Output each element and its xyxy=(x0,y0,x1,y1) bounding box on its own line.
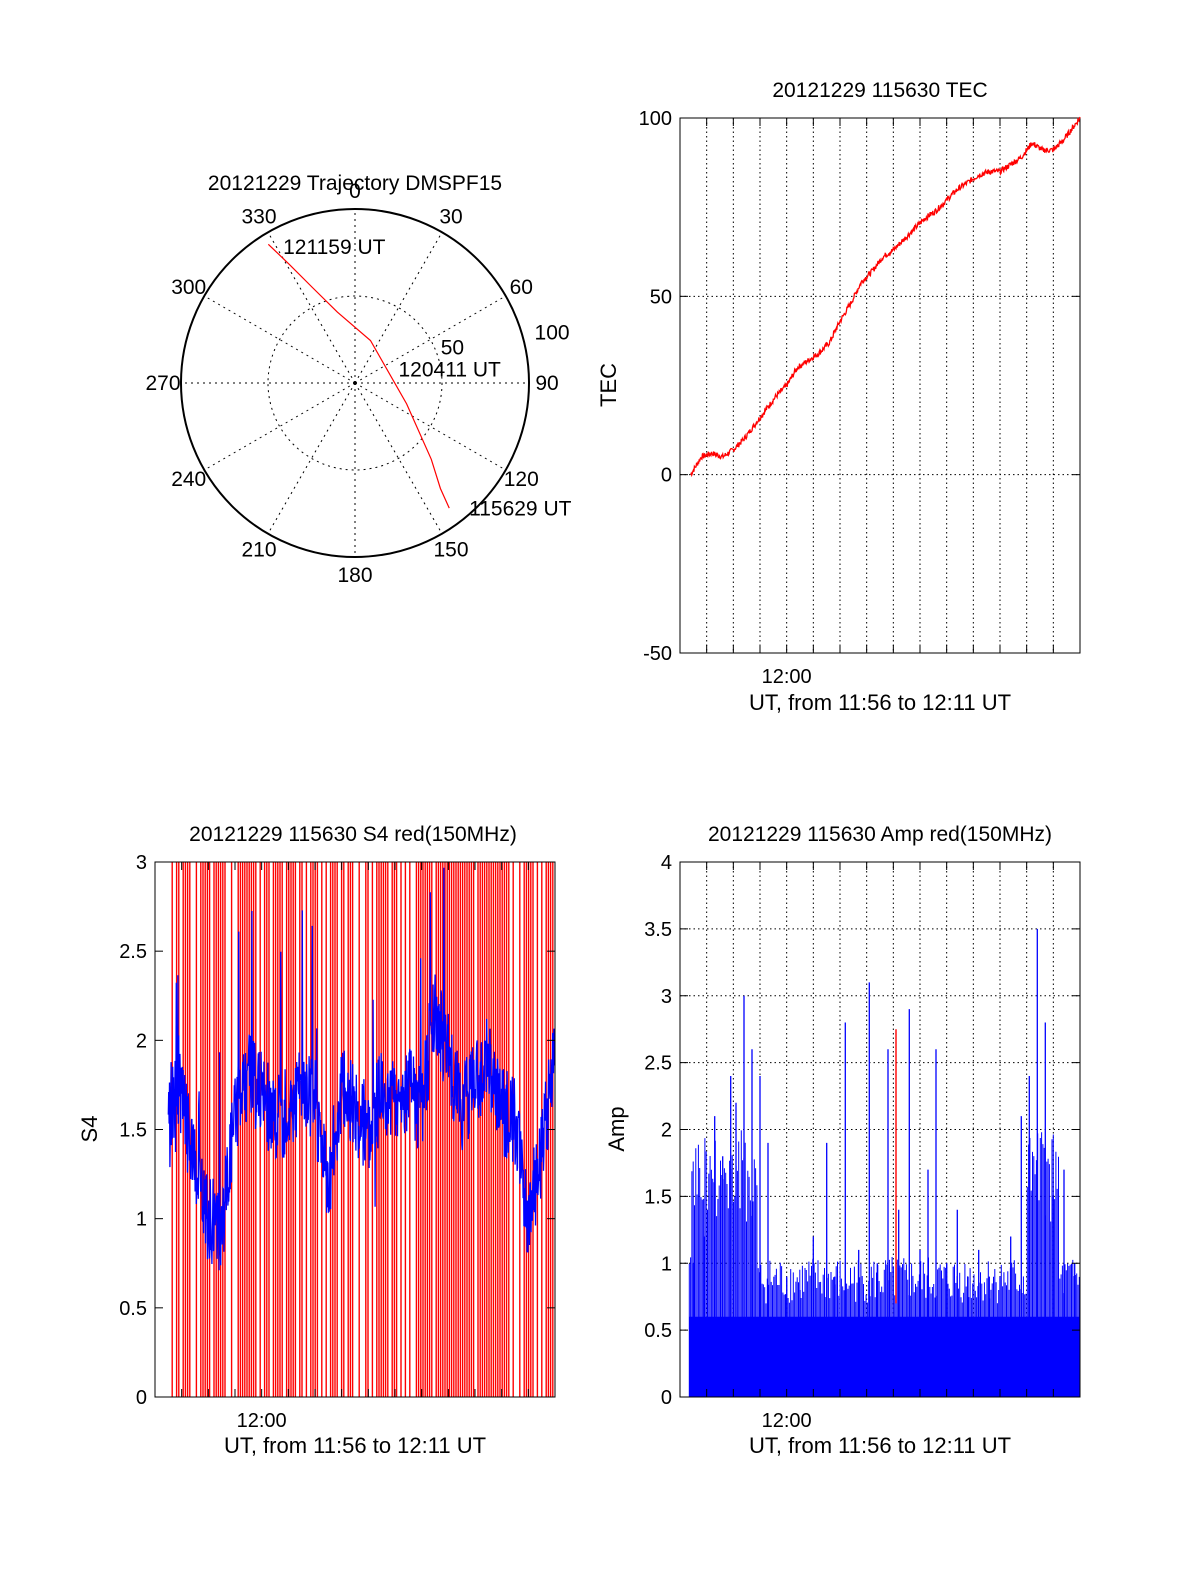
tec-x-tick-label: 12:00 xyxy=(762,666,812,688)
amp-x-tick-label: 12:00 xyxy=(762,1410,812,1432)
tec-y-tick-label: -50 xyxy=(643,643,672,665)
s4-y-axis-label: S4 xyxy=(77,1116,102,1143)
polar-spoke xyxy=(267,382,356,534)
polar-outer-ring xyxy=(180,208,530,558)
s4-y-tick-label: 1 xyxy=(136,1209,147,1231)
tec-grid xyxy=(680,118,1080,653)
polar-angle-labels: 0 30 60 90 120 150 180 210 240 270 300 330 xyxy=(145,180,558,587)
s4-y-tick-label: 0 xyxy=(136,1387,147,1409)
polar-radius-labels: 50 100 xyxy=(441,321,570,359)
trajectory-polar-plot: 20121229 Trajectory DMSPF15 0 30 60 90 120 15… xyxy=(145,172,571,587)
polar-angle-label: 30 xyxy=(439,206,462,229)
tec-title: 20121229 115630 TEC xyxy=(772,79,987,102)
amp-y-tick-label: 0.5 xyxy=(644,1320,672,1342)
polar-spoke xyxy=(354,382,506,471)
amp-y-ticks: 0 0.5 1 1.5 2 2.5 3 3.5 4 xyxy=(644,852,1080,1409)
amp-y-tick-label: 1 xyxy=(661,1253,672,1275)
s4-y-tick-label: 0.5 xyxy=(119,1298,147,1320)
amp-title: 20121229 115630 Amp red(150MHz) xyxy=(708,823,1052,846)
polar-grid xyxy=(180,208,530,558)
s4-y-tick-label: 1.5 xyxy=(119,1120,147,1142)
s4-y-tick-label: 3 xyxy=(136,852,147,874)
polar-angle-label: 60 xyxy=(510,276,533,299)
amp-y-tick-label: 2 xyxy=(661,1120,672,1142)
polar-spoke xyxy=(204,295,356,384)
polar-radius-label: 50 xyxy=(441,336,464,359)
tec-y-tick-label: 50 xyxy=(650,286,672,308)
s4-plot: 20121229 115630 S4 red(150MHz) 0 0.5 1 1.5 2… xyxy=(77,823,556,1458)
s4-x-tick-label: 12:00 xyxy=(237,1410,287,1432)
polar-radius-label: 100 xyxy=(535,321,570,344)
amp-x-ticks: 12:00 xyxy=(706,862,1054,1432)
tec-y-ticks: -50 0 50 100 xyxy=(639,108,1080,665)
s4-y-tick-label: 2.5 xyxy=(119,941,147,963)
polar-angle-label: 90 xyxy=(535,372,558,395)
trajectory-track xyxy=(267,243,450,509)
tec-y-tick-label: 0 xyxy=(661,465,672,487)
polar-angle-label: 270 xyxy=(145,372,180,395)
trajectory-time-label: 120411 UT xyxy=(398,359,501,382)
s4-x-axis-label: UT, from 11:56 to 12:11 UT xyxy=(224,1433,486,1458)
s4-x-ticks: 12:00 xyxy=(181,862,529,1432)
trajectory-time-labels: 121159 UT 120411 UT 115629 UT xyxy=(283,236,572,521)
amp-y-tick-label: 2.5 xyxy=(644,1053,672,1075)
tec-frame xyxy=(679,117,1081,654)
polar-angle-label: 240 xyxy=(171,468,206,491)
polar-spoke xyxy=(354,382,443,534)
polar-spoke xyxy=(354,295,506,384)
polar-spoke xyxy=(204,382,356,471)
amp-y-tick-label: 3.5 xyxy=(644,919,672,941)
tec-x-axis-label: UT, from 11:56 to 12:11 UT xyxy=(749,690,1011,715)
amp-y-tick-label: 3 xyxy=(661,986,672,1008)
amp-spikes xyxy=(688,928,1080,1397)
polar-angle-label: 180 xyxy=(337,564,372,587)
s4-title: 20121229 115630 S4 red(150MHz) xyxy=(189,823,517,846)
amp-x-axis-label: UT, from 11:56 to 12:11 UT xyxy=(749,1433,1011,1458)
tec-plot: 20121229 115630 TEC -50 0 50 100 12:00 UT, … xyxy=(596,79,1081,715)
amp-y-tick-label: 4 xyxy=(661,852,672,874)
amp-y-axis-label: Amp xyxy=(604,1106,629,1151)
trajectory-time-label: 121159 UT xyxy=(283,236,386,259)
s4-y-ticks: 0 0.5 1 1.5 2 2.5 3 xyxy=(119,852,555,1409)
trajectory-time-label: 115629 UT xyxy=(469,498,572,521)
s4-series-line xyxy=(167,867,556,1271)
tec-x-ticks: 12:00 xyxy=(706,118,1054,688)
polar-spoke xyxy=(354,232,443,384)
s4-y-tick-label: 2 xyxy=(136,1030,147,1052)
trajectory-title: 20121229 Trajectory DMSPF15 xyxy=(208,172,502,195)
amp-plot: 20121229 115630 Amp red(150MHz) 0 0.5 1 1.5… xyxy=(604,823,1081,1458)
tec-y-tick-label: 100 xyxy=(639,108,672,130)
polar-angle-label: 300 xyxy=(171,276,206,299)
polar-angle-label: 120 xyxy=(504,468,539,491)
polar-angle-label: 330 xyxy=(241,206,276,229)
tec-series-line xyxy=(690,116,1081,478)
tec-y-axis-label: TEC xyxy=(596,363,621,407)
amp-y-tick-label: 0 xyxy=(661,1387,672,1409)
polar-angle-label: 150 xyxy=(433,538,468,561)
polar-inner-ring xyxy=(267,295,443,471)
amp-y-tick-label: 1.5 xyxy=(644,1186,672,1208)
polar-angle-label: 210 xyxy=(241,538,276,561)
polar-angle-label: 0 xyxy=(349,180,361,203)
